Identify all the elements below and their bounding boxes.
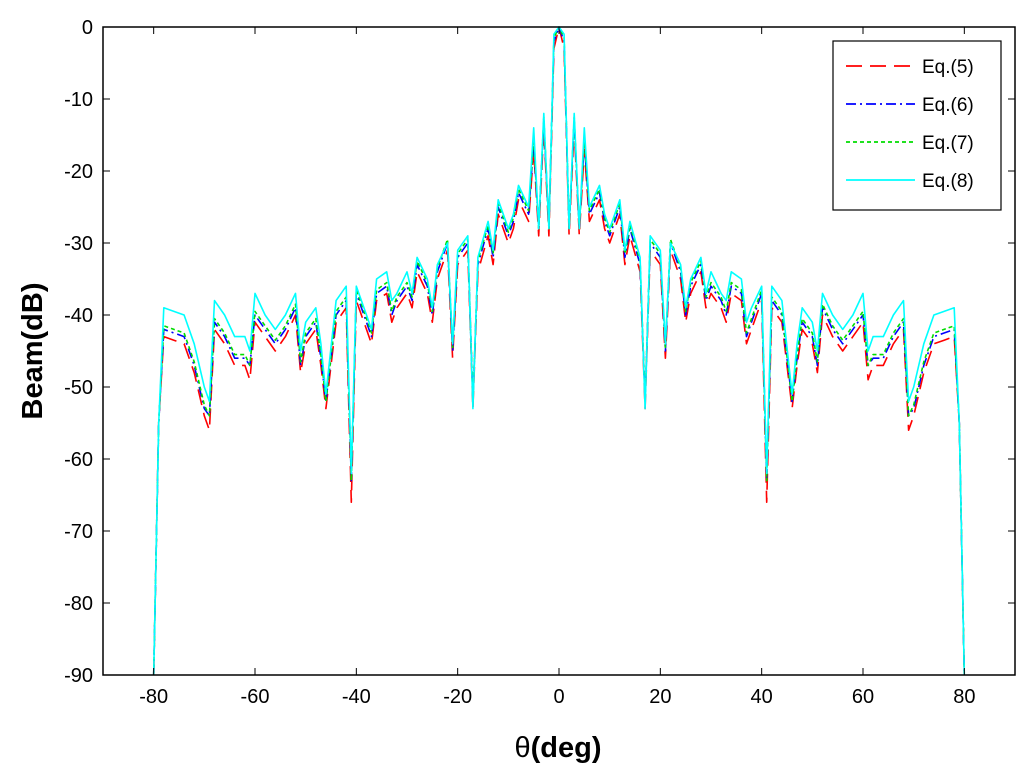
y-tick-label: -40: [64, 305, 93, 327]
x-tick-label: -80: [139, 686, 168, 708]
legend-label-8: Eq.(8): [922, 171, 974, 192]
x-tick-label: 60: [852, 686, 874, 708]
legend-label-5: Eq.(5): [922, 57, 974, 78]
x-tick-label: 80: [953, 686, 975, 708]
x-tick-label: -60: [241, 686, 270, 708]
y-tick-label: 0: [82, 17, 93, 39]
y-tick-label: -60: [64, 449, 93, 471]
y-tick-label: -10: [64, 89, 93, 111]
y-tick-label: -90: [64, 665, 93, 687]
x-tick-label: -40: [342, 686, 371, 708]
x-tick-label: -20: [443, 686, 472, 708]
y-tick-label: -70: [64, 521, 93, 543]
x-axis-label: θ(deg): [514, 732, 601, 764]
y-tick-label: -30: [64, 233, 93, 255]
legend-box: [832, 40, 1002, 211]
x-axis-label-symbol: θ: [514, 732, 530, 764]
series-line-5: [152, 26, 966, 676]
x-axis-label-unit: (deg): [531, 732, 602, 764]
x-tick-label: 20: [649, 686, 671, 708]
legend-label-6: Eq.(6): [922, 95, 974, 116]
x-tick-label: 0: [553, 686, 564, 708]
axis-ticks: -80 -60 -40 -20 0 20 40 60 80 0 -10 -20 -30 -40 -50 -60…: [64, 17, 1015, 708]
legend: Eq.(5) Eq.(6) Eq.(7) Eq.(8): [832, 40, 1002, 211]
y-tick-label: -80: [64, 593, 93, 615]
y-axis-label: Beam(dB): [17, 283, 49, 420]
y-tick-label: -50: [64, 377, 93, 399]
x-tick-label: 40: [751, 686, 773, 708]
y-tick-label: -20: [64, 161, 93, 183]
legend-label-7: Eq.(7): [922, 133, 974, 154]
